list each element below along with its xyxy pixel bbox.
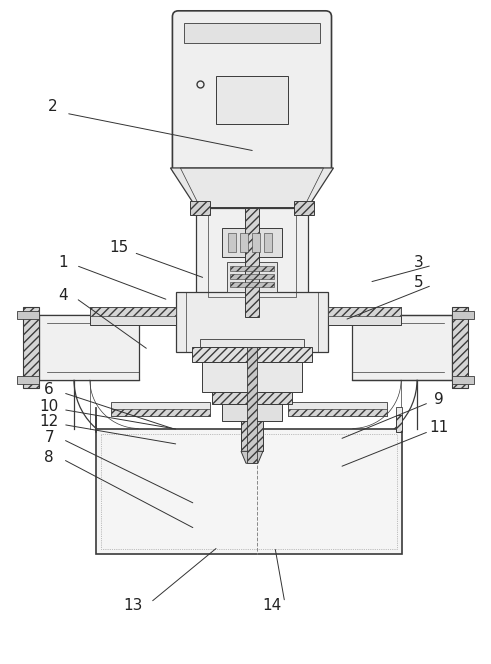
Bar — [247, 347, 257, 463]
Bar — [212, 392, 292, 404]
Text: 13: 13 — [123, 598, 142, 613]
Bar — [353, 315, 452, 380]
Bar — [222, 228, 282, 258]
Text: 14: 14 — [262, 598, 281, 613]
Bar — [452, 311, 474, 319]
Bar — [90, 307, 176, 325]
Bar — [90, 307, 176, 316]
Bar — [184, 23, 320, 42]
FancyBboxPatch shape — [172, 11, 331, 174]
Polygon shape — [241, 452, 263, 463]
Bar — [202, 362, 301, 392]
Bar — [101, 434, 397, 548]
Bar — [294, 201, 314, 214]
Text: 7: 7 — [44, 430, 54, 445]
Polygon shape — [170, 168, 333, 208]
Bar — [208, 208, 296, 297]
Text: 1: 1 — [58, 255, 68, 270]
Bar — [216, 76, 288, 124]
Bar — [452, 307, 468, 388]
Bar — [230, 274, 274, 280]
Text: 3: 3 — [414, 255, 424, 270]
Bar — [96, 430, 402, 554]
Bar — [95, 406, 96, 414]
Bar — [452, 376, 474, 384]
Bar — [187, 292, 318, 352]
Bar — [241, 422, 263, 452]
Bar — [230, 282, 274, 288]
Bar — [264, 232, 272, 252]
Bar — [191, 201, 210, 214]
Bar — [95, 414, 96, 432]
Bar — [396, 406, 402, 414]
Bar — [23, 307, 39, 388]
Bar — [192, 347, 312, 362]
Bar — [252, 232, 260, 252]
Bar — [39, 315, 138, 380]
Bar — [17, 311, 39, 319]
Text: 2: 2 — [48, 99, 58, 114]
Text: 11: 11 — [429, 420, 448, 435]
Bar — [240, 232, 248, 252]
Bar — [17, 376, 39, 384]
Text: 15: 15 — [109, 240, 128, 255]
Text: 8: 8 — [44, 450, 54, 465]
Bar — [196, 208, 308, 297]
Bar — [396, 414, 402, 432]
Text: 9: 9 — [434, 392, 444, 407]
Bar — [176, 292, 327, 352]
Bar — [200, 339, 303, 347]
Bar — [288, 408, 387, 416]
Bar — [111, 402, 210, 416]
Bar — [227, 262, 277, 292]
Text: 6: 6 — [44, 382, 54, 397]
Text: 10: 10 — [39, 399, 59, 414]
Text: 12: 12 — [39, 414, 59, 429]
Bar — [230, 266, 274, 272]
Text: 4: 4 — [58, 288, 68, 303]
Bar — [111, 408, 210, 416]
Bar — [327, 307, 401, 316]
Bar — [288, 402, 387, 416]
Bar — [327, 307, 401, 325]
Bar — [245, 208, 259, 317]
Text: 5: 5 — [414, 275, 424, 290]
Bar — [228, 232, 236, 252]
Bar — [222, 404, 282, 422]
